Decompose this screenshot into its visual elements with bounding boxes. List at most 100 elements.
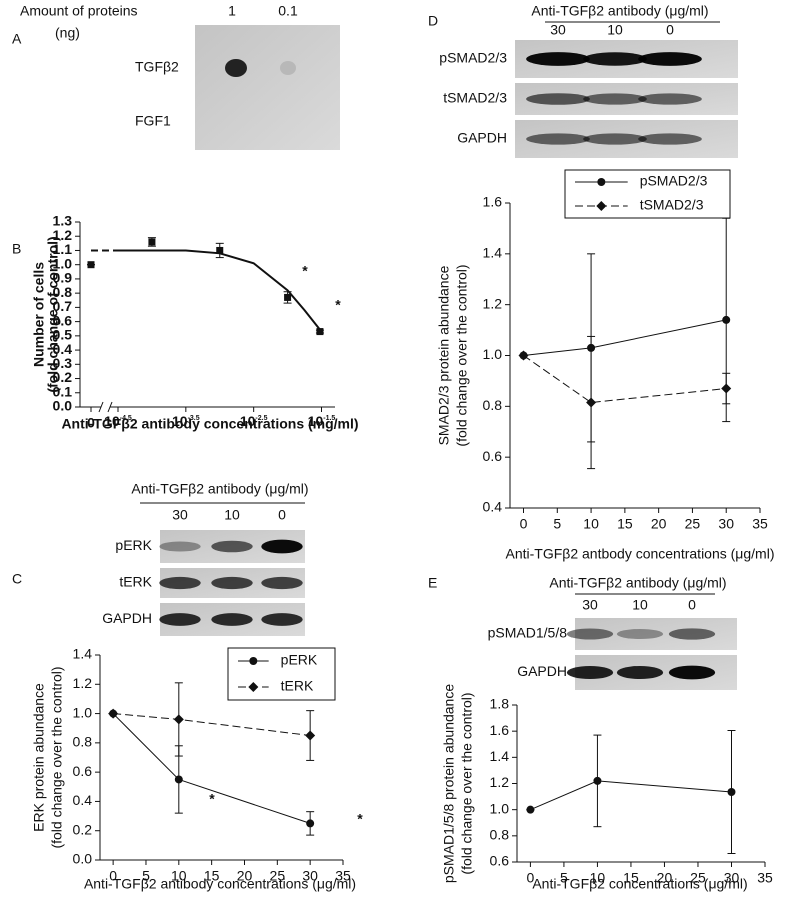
- y-tick-label: 1.2: [483, 295, 503, 311]
- lane-label: 0: [666, 22, 674, 38]
- lane-label: 0: [278, 507, 286, 523]
- x-tick-label: 0: [87, 415, 95, 431]
- y-tick-label: 1.4: [490, 748, 510, 764]
- axis-break: [98, 401, 104, 413]
- lane-label: 0.1: [278, 3, 298, 19]
- y-tick-label: 1.6: [490, 722, 510, 738]
- band: [211, 613, 253, 626]
- x-tick-label: 5: [560, 870, 568, 886]
- x-tick-label: 25: [270, 868, 286, 884]
- band: [159, 613, 201, 626]
- x-tick-label: 10-2.5: [240, 413, 268, 429]
- band: [638, 93, 702, 105]
- y-tick-label: 0.6: [490, 853, 510, 869]
- row-label: pERK: [115, 537, 152, 553]
- series-line: [523, 355, 727, 404]
- lane-label: 1: [228, 3, 236, 19]
- marker: [596, 201, 607, 211]
- x-axis-label: Anti-TGFβ2 antibody concentrations (μg/m…: [84, 876, 356, 892]
- y-tick-label: 0.8: [490, 827, 510, 843]
- y-tick-label: 1.0: [483, 346, 503, 362]
- y-axis-label: (fold change over the control): [454, 264, 470, 446]
- band: [566, 628, 614, 640]
- band: [159, 541, 201, 552]
- x-tick-label: 10: [583, 516, 599, 532]
- y-axis-label: ERK protein abundance: [31, 683, 47, 832]
- x-axis-label: Anti-TGFβ2 antbody concentrations (μg/ml…: [505, 546, 774, 562]
- lane-label: 0: [688, 597, 696, 613]
- y-axis-label: (fold change over the control): [49, 666, 65, 848]
- annotation: *: [335, 297, 341, 313]
- y-tick-label: 1.2: [53, 227, 73, 243]
- legend: [564, 169, 731, 219]
- band: [211, 576, 253, 590]
- marker: [316, 328, 324, 336]
- row-label: FGF1: [135, 113, 171, 129]
- y-tick-label: 1.4: [73, 646, 93, 662]
- tick-base: 10: [104, 413, 120, 429]
- marker: [593, 776, 602, 785]
- y-axis-label: Number of cells: [31, 262, 47, 367]
- band: [583, 52, 647, 66]
- row-label: tSMAD2/3: [443, 90, 507, 106]
- marker: [173, 714, 184, 725]
- tick-exponent: -2.5: [255, 415, 267, 422]
- y-tick-label: 1.2: [490, 774, 510, 790]
- marker: [87, 261, 95, 269]
- dot: [225, 59, 247, 77]
- y-axis-label: (fold change of control): [45, 236, 61, 392]
- tick-base: 10: [308, 413, 324, 429]
- y-tick-label: 0.6: [483, 448, 503, 464]
- row-label: TGFβ2: [135, 59, 179, 75]
- x-tick-label: 35: [752, 516, 768, 532]
- y-tick-label: 1.3: [53, 213, 73, 229]
- x-tick-label: 35: [757, 870, 773, 886]
- dot: [280, 61, 296, 75]
- lane-label: 10: [607, 22, 623, 38]
- marker: [721, 383, 732, 394]
- marker: [727, 788, 736, 797]
- band: [566, 665, 614, 680]
- band: [638, 52, 702, 66]
- legend-label: tSMAD2/3: [640, 197, 704, 213]
- panel-label: E: [428, 575, 437, 591]
- x-tick-label: 20: [651, 516, 667, 532]
- tick-base: 10: [240, 413, 256, 429]
- tick-exponent: -3.5: [188, 415, 200, 422]
- lane-label: 10: [224, 507, 240, 523]
- legend: [227, 647, 336, 701]
- y-tick-label: 0.7: [53, 298, 73, 314]
- y-tick-label: 0.6: [73, 763, 93, 779]
- x-tick-label: 15: [204, 868, 220, 884]
- y-tick-label: 0.4: [73, 792, 93, 808]
- series-line: [523, 319, 727, 356]
- blot-unit: (ng): [55, 25, 80, 41]
- marker: [108, 708, 119, 719]
- tick-exponent: -1.5: [323, 415, 335, 422]
- y-tick-label: 0.8: [483, 397, 503, 413]
- fit-curve: [118, 249, 323, 333]
- x-tick-label: 25: [690, 870, 706, 886]
- band: [526, 133, 590, 145]
- x-tick-label: 0: [109, 868, 117, 884]
- y-axis-label: pSMAD1/5/8 protein abundance: [441, 684, 457, 883]
- row-label: GAPDH: [457, 130, 507, 146]
- band: [668, 628, 716, 640]
- band: [261, 539, 303, 554]
- marker: [526, 805, 535, 814]
- legend-label: pERK: [281, 652, 318, 668]
- x-tick-label: 20: [237, 868, 253, 884]
- x-tick-label: 10: [590, 870, 606, 886]
- y-tick-label: 1.2: [73, 675, 93, 691]
- marker: [597, 178, 606, 186]
- marker: [216, 246, 224, 254]
- y-tick-label: 0.4: [53, 341, 73, 357]
- y-tick-label: 1.0: [53, 255, 73, 271]
- x-tick-label: 10-4.5: [104, 413, 132, 429]
- y-tick-label: 0.4: [483, 499, 503, 515]
- x-tick-label: 15: [623, 870, 639, 886]
- band: [261, 613, 303, 626]
- panel-label: D: [428, 13, 438, 29]
- band: [159, 576, 201, 590]
